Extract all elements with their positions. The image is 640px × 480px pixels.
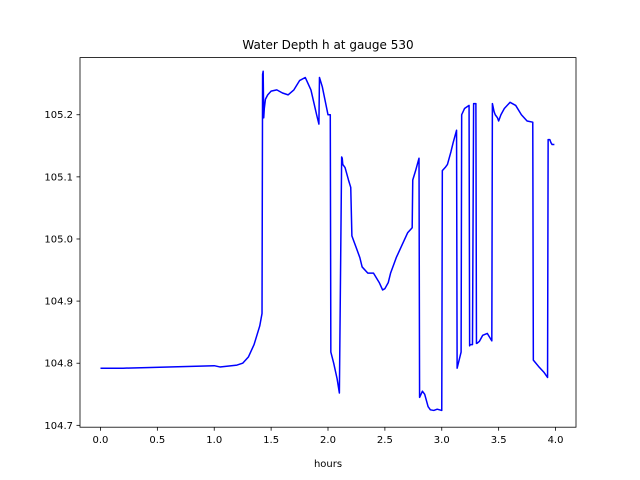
y-tick-label: 105.0 — [44, 234, 73, 245]
y-axis: 104.7 104.8 104.9 105.0 105.1 105.2 — [44, 110, 80, 432]
x-tick-label: 0.5 — [149, 435, 165, 446]
series-line-0 — [100, 70, 555, 412]
x-axis-label: hours — [314, 459, 342, 470]
x-tick-label: 1.0 — [206, 435, 222, 446]
x-tick-label: 3.5 — [491, 435, 507, 446]
y-tick-label: 104.8 — [44, 359, 73, 370]
x-tick-label: 2.0 — [320, 435, 336, 446]
series-layer — [100, 70, 555, 412]
y-tick-label: 104.7 — [44, 421, 73, 432]
y-tick-label: 105.1 — [44, 172, 73, 183]
x-tick-label: 4.0 — [548, 435, 564, 446]
x-tick-label: 2.5 — [377, 435, 393, 446]
x-axis: 0.0 0.5 1.0 1.5 2.0 2.5 3.0 3.5 4.0 — [93, 427, 564, 446]
plot-background — [80, 57, 576, 428]
x-tick-label: 1.5 — [263, 435, 279, 446]
y-tick-label: 104.9 — [44, 297, 73, 308]
x-tick-label: 3.0 — [434, 435, 450, 446]
x-tick-label: 0.0 — [93, 435, 109, 446]
y-tick-label: 105.2 — [44, 110, 73, 121]
chart-title: Water Depth h at gauge 530 — [242, 38, 413, 52]
